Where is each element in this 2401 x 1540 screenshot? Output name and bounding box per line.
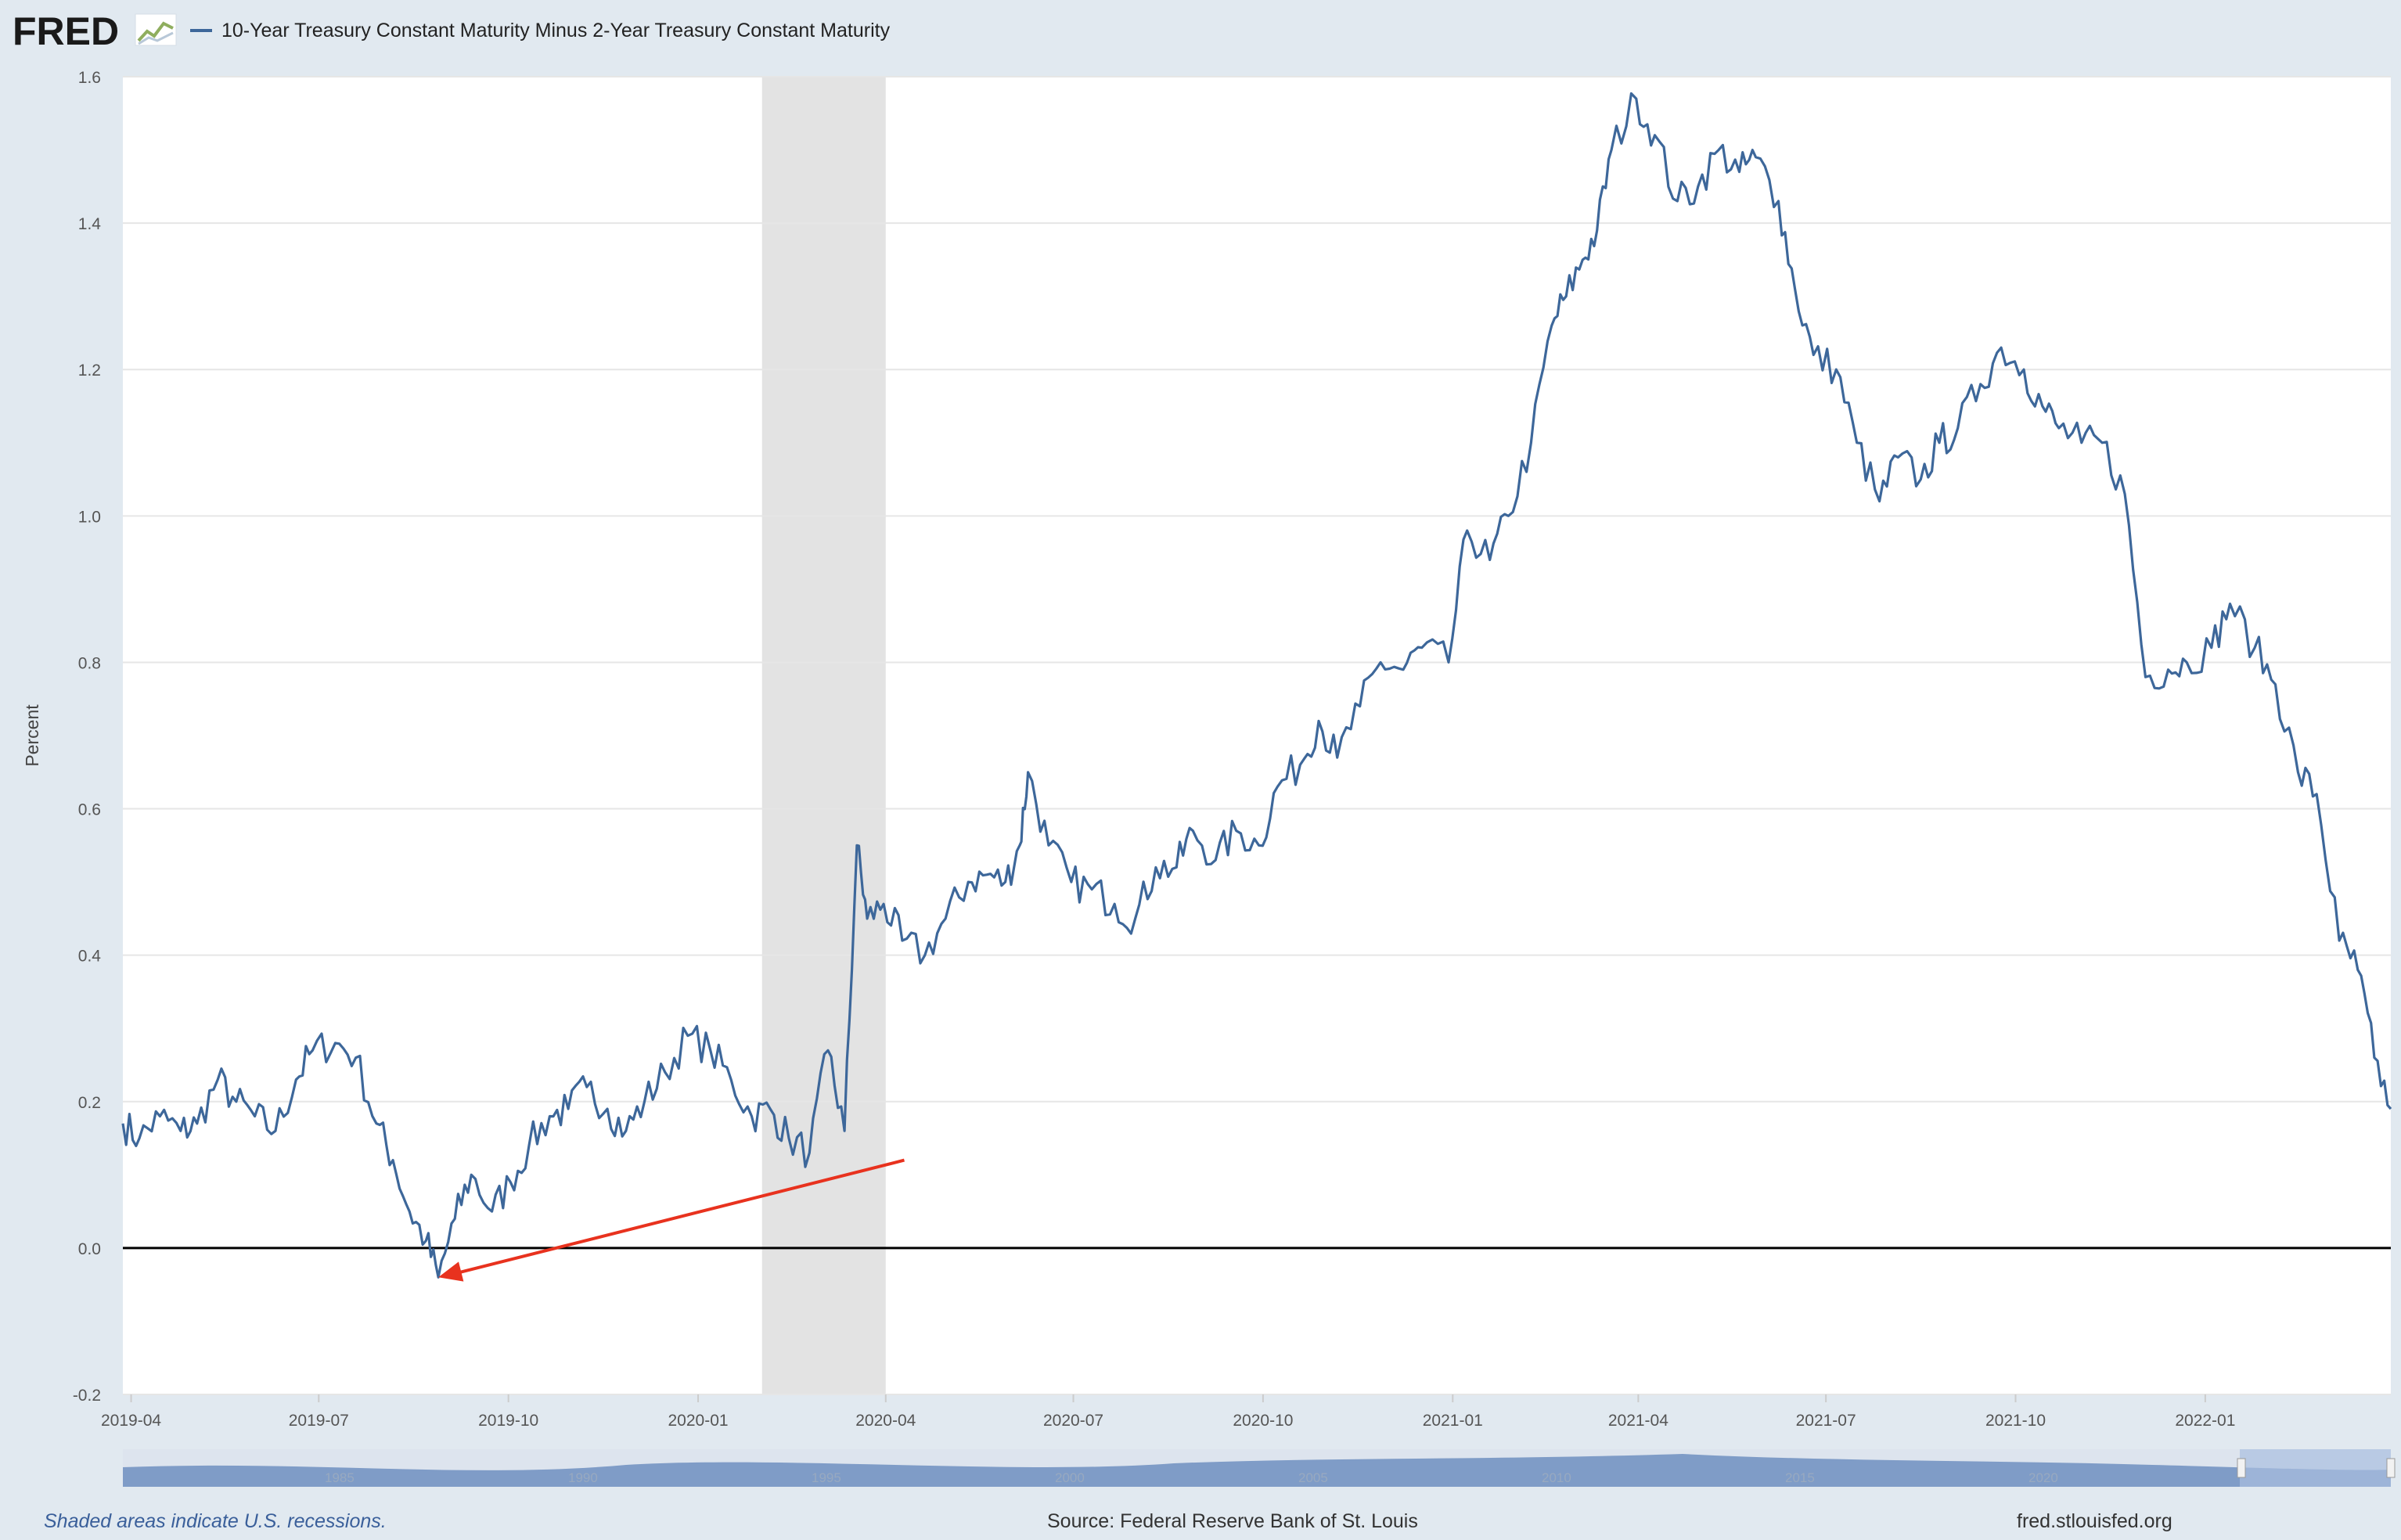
series-title: 10-Year Treasury Constant Maturity Minus… <box>221 20 891 41</box>
y-tick-label: 0.6 <box>78 801 101 819</box>
x-tick-label: 2019-10 <box>478 1412 538 1430</box>
y-tick-label: 0.0 <box>78 1240 101 1258</box>
x-tick-label: 2021-07 <box>1796 1412 1856 1430</box>
chart-line-icon <box>135 13 177 46</box>
x-tick-label: 2020-01 <box>668 1412 728 1430</box>
arrow-head <box>438 1261 464 1282</box>
y-tick-label: 1.2 <box>78 362 101 380</box>
navigator-tick-label: 2015 <box>1785 1470 1815 1485</box>
y-axis-ticks: -0.2 0.0 0.2 0.4 0.6 0.8 1.0 1.2 1.4 1.6 <box>73 69 101 1405</box>
navigator-selection[interactable] <box>2240 1449 2391 1487</box>
annotation-arrow <box>438 1158 905 1282</box>
x-tick-label: 2020-10 <box>1233 1412 1293 1430</box>
navigator-area <box>123 1454 2391 1487</box>
y-tick-label: 0.2 <box>78 1094 101 1112</box>
x-tick-label: 2021-01 <box>1423 1412 1483 1430</box>
fred-logo[interactable]: FRED <box>13 9 119 53</box>
x-tick-label: 2019-07 <box>289 1412 349 1430</box>
x-tick-label: 2021-10 <box>1985 1412 2046 1430</box>
navigator-handle-left[interactable] <box>2237 1458 2246 1478</box>
y-axis-title: Percent <box>22 704 42 767</box>
y-tick-label: 0.4 <box>78 948 102 966</box>
x-axis-ticks: 2019-04 2019-07 2019-10 2020-01 2020-04 2020-… <box>101 1394 2235 1430</box>
navigator-tick-label: 2005 <box>1298 1470 1328 1485</box>
navigator-tick-label: 2010 <box>1542 1470 1571 1485</box>
series-line[interactable] <box>121 92 2392 1279</box>
arrow-shaft <box>452 1158 905 1276</box>
navigator-tick-label: 2020 <box>2028 1470 2058 1485</box>
x-tick-label: 2019-04 <box>101 1412 161 1430</box>
y-tick-label: 1.6 <box>78 69 101 87</box>
plot-background <box>123 77 2391 1394</box>
x-tick-label: 2020-04 <box>855 1412 916 1430</box>
y-tick-label: -0.2 <box>73 1387 101 1405</box>
navigator-handle-right[interactable] <box>2386 1458 2396 1478</box>
navigator-tick-label: 1990 <box>568 1470 598 1485</box>
recession-note: Shaded areas indicate U.S. recessions. <box>44 1510 387 1532</box>
grid-lines <box>123 76 2391 1395</box>
y-tick-label: 0.8 <box>78 654 101 672</box>
navigator-tick-label: 1985 <box>325 1470 355 1485</box>
navigator-tick-label: 1995 <box>812 1470 841 1485</box>
navigator-tick-labels: 1985 1990 1995 2000 2005 2010 2015 2020 <box>325 1470 2058 1485</box>
site-link[interactable]: fred.stlouisfed.org <box>2017 1510 2172 1532</box>
navigator-tick-label: 2000 <box>1055 1470 1085 1485</box>
y-tick-label: 1.4 <box>78 215 102 233</box>
x-tick-label: 2020-07 <box>1043 1412 1103 1430</box>
recession-shading <box>761 77 886 1394</box>
y-tick-label: 1.0 <box>78 508 101 526</box>
recession-band <box>761 77 886 1394</box>
x-tick-label: 2022-01 <box>2175 1412 2235 1430</box>
x-tick-label: 2021-04 <box>1608 1412 1668 1430</box>
source-note: Source: Federal Reserve Bank of St. Loui… <box>1047 1510 1418 1532</box>
header: FRED 10-Year Treasury Constant Maturity … <box>13 9 891 53</box>
navigator[interactable]: 1985 1990 1995 2000 2005 2010 2015 2020 <box>123 1449 2396 1487</box>
